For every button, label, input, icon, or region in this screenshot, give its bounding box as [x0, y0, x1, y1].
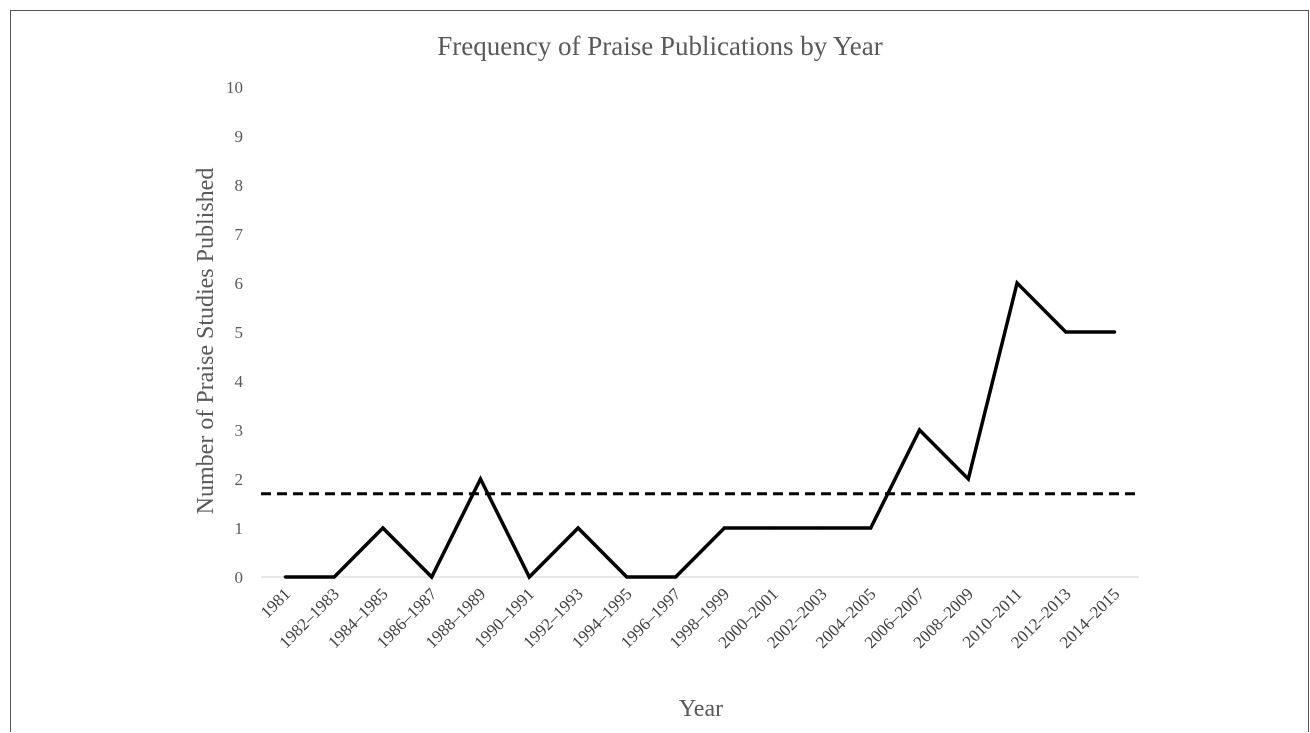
y-tick-label: 7	[235, 225, 244, 244]
data-point	[1064, 330, 1068, 334]
data-point	[722, 526, 726, 530]
data-point	[332, 575, 336, 579]
data-point	[430, 575, 434, 579]
x-axis-ticks: 19811982–19831984–19851986–19871988–1989…	[257, 584, 1124, 652]
x-axis-title: Year	[679, 696, 723, 722]
x-tick-label: 1981	[257, 584, 294, 621]
data-point	[771, 526, 775, 530]
y-tick-label: 10	[226, 78, 243, 97]
y-tick-label: 9	[235, 127, 244, 146]
y-tick-label: 2	[235, 470, 244, 489]
y-tick-label: 6	[235, 274, 244, 293]
chart-frame: Frequency of Praise Publications by Year…	[10, 10, 1309, 732]
line-chart: Frequency of Praise Publications by Year…	[193, 31, 1139, 722]
y-axis-title: Number of Praise Studies Published	[193, 168, 219, 515]
data-point	[674, 575, 678, 579]
y-tick-label: 1	[235, 519, 244, 538]
data-point	[478, 477, 483, 481]
data-point	[1015, 281, 1019, 285]
data-point	[381, 526, 385, 530]
data-point	[1113, 330, 1117, 334]
y-axis-ticks: 0 1 2 3 4 5 6 7 8 9 10	[226, 78, 244, 587]
data-point	[917, 428, 922, 432]
data-point	[283, 575, 287, 579]
data-point	[869, 526, 873, 530]
data-point	[625, 575, 629, 579]
data-point	[527, 575, 531, 579]
y-tick-label: 5	[235, 323, 244, 342]
y-tick-label: 0	[235, 568, 244, 587]
chart-title: Frequency of Praise Publications by Year	[437, 31, 882, 61]
data-point	[966, 477, 970, 481]
series-group	[283, 279, 1117, 580]
y-tick-label: 3	[235, 421, 244, 440]
data-point	[576, 526, 580, 530]
y-tick-label: 4	[235, 372, 244, 391]
data-point	[820, 526, 824, 530]
y-tick-label: 8	[235, 176, 244, 195]
series-line	[285, 279, 1115, 580]
